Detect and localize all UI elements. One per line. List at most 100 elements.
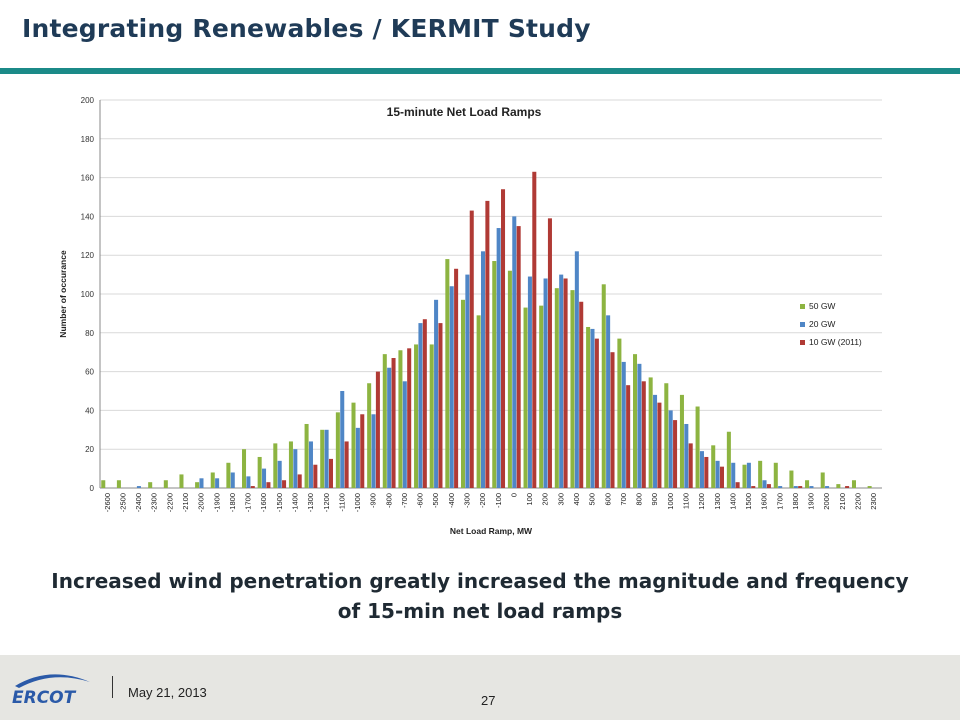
bar-10-gw-2011 [282,480,287,488]
bar-10-gw-2011 [751,486,756,488]
bar-50-gw [507,270,512,488]
ercot-logo-text: ERCOT [12,688,77,707]
x-tick-label: -1800 [228,493,237,512]
bar-20-gw [543,278,548,488]
bar-10-gw-2011 [438,323,443,488]
bar-50-gw [523,307,528,488]
bar-10-gw-2011 [673,420,678,488]
y-tick-label: 120 [81,251,95,260]
bar-50-gw [242,449,247,488]
bar-50-gw [726,431,731,488]
legend-label: 10 GW (2011) [809,337,862,347]
bar-50-gw [320,429,325,488]
bar-50-gw [116,480,121,488]
bar-10-gw-2011 [547,218,552,488]
legend-swatch [800,304,805,309]
footer-date: May 21, 2013 [128,685,207,700]
x-tick-label: 500 [588,493,597,506]
bar-10-gw-2011 [563,278,568,488]
bar-10-gw-2011 [719,466,724,488]
bar-20-gw [371,414,376,488]
bar-50-gw [554,288,559,488]
x-tick-label: -1400 [290,493,299,512]
bar-20-gw [559,274,564,488]
y-tick-label: 200 [81,96,95,105]
bar-20-gw [512,216,517,488]
bar-10-gw-2011 [360,414,365,488]
x-tick-label: 600 [603,493,612,506]
bar-20-gw [262,468,267,488]
x-tick-label: -2400 [134,493,143,512]
x-tick-label: 1200 [697,493,706,510]
y-axis-label: Number of occurance [58,250,68,338]
bar-10-gw-2011 [579,301,584,488]
bar-10-gw-2011 [328,458,333,488]
bar-10-gw-2011 [626,385,631,488]
bar-10-gw-2011 [594,338,599,488]
bar-20-gw [746,462,751,488]
x-tick-label: -2200 [165,493,174,512]
bar-50-gw [664,383,669,488]
x-tick-label: 2000 [822,493,831,510]
x-tick-label: -1900 [212,493,221,512]
bar-50-gw [601,284,606,488]
slide-caption: Increased wind penetration greatly incre… [51,569,909,623]
bar-10-gw-2011 [516,226,521,488]
bar-10-gw-2011 [766,484,771,488]
x-tick-label: -800 [384,493,393,508]
x-tick-label: -1100 [337,493,346,512]
x-tick-label: -1500 [275,493,284,512]
footer-separator [112,676,113,698]
bar-20-gw [715,460,720,488]
x-tick-label: -1300 [306,493,315,512]
bar-50-gw [633,354,638,488]
bar-20-gw [574,251,579,488]
y-tick-label: 0 [90,484,95,493]
x-tick-label: 2100 [838,493,847,510]
bar-20-gw [449,286,454,488]
bar-20-gw [246,476,251,488]
bar-50-gw [789,470,794,488]
bar-50-gw [460,299,465,488]
bar-50-gw [679,394,684,488]
x-tick-label: 1900 [807,493,816,510]
bar-20-gw [699,451,704,488]
bar-20-gw [809,486,814,488]
title-rule [0,68,960,74]
x-tick-label: 400 [572,493,581,506]
bar-50-gw [445,259,450,488]
bar-50-gw [163,480,168,488]
legend-label: 20 GW [809,319,835,329]
bar-20-gw [480,251,486,488]
bar-50-gw [257,456,262,488]
bar-50-gw [179,474,184,488]
x-tick-label: 1400 [728,493,737,510]
bar-20-gw [653,394,658,488]
legend-swatch [800,322,805,327]
x-tick-label: -400 [447,493,456,508]
bar-50-gw [586,326,591,488]
bar-20-gw [778,486,783,488]
net-load-ramps-chart: 0 20 40 60 80 100 120 140 160 180 200 -2600 -2500 -24… [58,96,882,536]
bar-10-gw-2011 [845,486,850,488]
bar-50-gw [742,464,747,488]
x-tick-label: -2600 [103,493,112,512]
x-tick-label: 1600 [760,493,769,510]
x-tick-label: 2200 [854,493,863,510]
bar-50-gw [851,480,856,488]
chart-title: 15-minute Net Load Ramps [387,105,542,119]
bar-10-gw-2011 [704,456,709,488]
bar-20-gw [230,472,235,488]
x-tick-label: 800 [635,493,644,506]
bar-20-gw [293,449,298,488]
x-tick-label: 1500 [744,493,753,510]
bar-10-gw-2011 [688,443,693,488]
bar-50-gw [570,290,575,488]
y-tick-label: 100 [81,290,95,299]
bar-50-gw [210,472,215,488]
bar-20-gw [199,478,204,488]
x-tick-label: 100 [525,493,534,506]
bar-10-gw-2011 [375,371,380,488]
x-tick-label: 900 [650,493,659,506]
bar-20-gw [277,460,282,488]
